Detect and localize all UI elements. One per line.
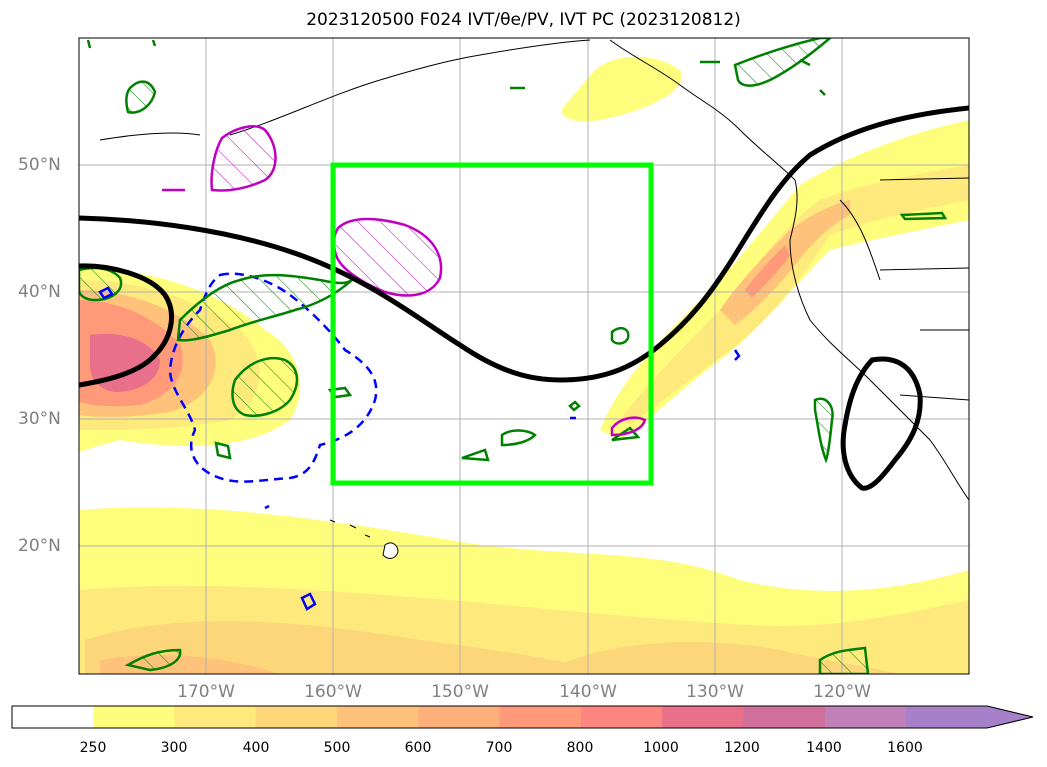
colorbar-segment	[743, 706, 826, 728]
map-title: 2023120500 F024 IVT/θe/PV, IVT PC (20231…	[306, 10, 741, 30]
colorbar-segment	[255, 706, 338, 728]
colorbar-segment	[93, 706, 175, 728]
colorbar-segment	[174, 706, 257, 728]
lat-label-20n: 20°N	[18, 536, 61, 556]
colorbar-label: 1000	[643, 740, 679, 756]
lon-label-150w: 150°W	[431, 682, 489, 702]
colorbar-segments	[12, 706, 1033, 728]
colorbar	[11, 705, 1034, 729]
lon-label-120w: 120°W	[813, 682, 871, 702]
lon-label-140w: 140°W	[559, 682, 617, 702]
coastline	[99, 39, 969, 559]
colorbar-segment	[662, 706, 744, 728]
plot-frame	[78, 37, 970, 675]
colorbar-label: 800	[566, 740, 594, 756]
ivt-pc-contours	[79, 105, 969, 491]
colorbar-segment	[499, 706, 582, 728]
colorbar-label: 1600	[887, 740, 923, 756]
lon-label-130w: 130°W	[686, 682, 744, 702]
colorbar-label: 500	[323, 740, 351, 756]
colorbar-segment	[336, 706, 419, 728]
lon-label-170w: 170°W	[177, 682, 235, 702]
colorbar-segment	[12, 706, 94, 728]
lat-label-40n: 40°N	[18, 282, 61, 302]
colorbar-segment	[824, 706, 907, 728]
colorbar-label: 400	[242, 740, 270, 756]
theta-e-contours	[79, 38, 870, 674]
colorbar-segment	[580, 706, 663, 728]
colorbar-segment	[906, 706, 988, 728]
colorbar-segment	[418, 706, 500, 728]
lat-label-50n: 50°N	[18, 155, 61, 175]
colorbar-label: 300	[160, 740, 188, 756]
colorbar-label: 600	[404, 740, 432, 756]
colorbar-extend-arrow	[987, 706, 1033, 728]
lat-label-30n: 30°N	[18, 409, 61, 429]
colorbar-label: 250	[79, 740, 107, 756]
analysis-box	[330, 162, 654, 486]
colorbar-label: 1400	[806, 740, 842, 756]
lon-label-160w: 160°W	[304, 682, 362, 702]
colorbar-label: 1200	[724, 740, 760, 756]
dashed-contour	[168, 272, 378, 483]
colorbar-label: 700	[485, 740, 513, 756]
pv-contours	[210, 125, 443, 297]
